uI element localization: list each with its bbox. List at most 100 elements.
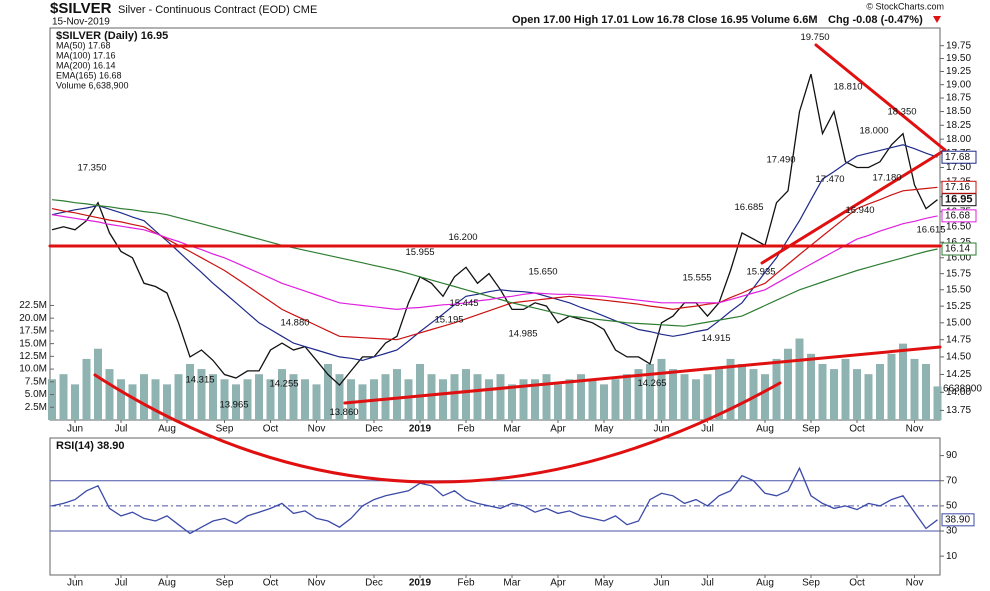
volume-bar bbox=[749, 369, 758, 420]
y2-tick-label: 12.5M bbox=[19, 351, 47, 362]
price-annotation: 17.350 bbox=[77, 163, 106, 174]
last-value-box bbox=[941, 242, 977, 256]
y-tick-label: 19.00 bbox=[946, 79, 971, 90]
x-tick-label: 2019 bbox=[409, 578, 432, 589]
last-value-box bbox=[941, 180, 977, 194]
line-layer bbox=[51, 73, 938, 535]
volume-bar bbox=[715, 369, 723, 420]
y-tick-label: 13.75 bbox=[946, 405, 971, 416]
trend-line bbox=[343, 345, 942, 405]
price-annotation: 15.650 bbox=[528, 267, 557, 278]
volume-bar bbox=[818, 364, 827, 420]
volume-bar bbox=[531, 379, 539, 420]
down-arrow bbox=[933, 16, 941, 23]
volume-bar bbox=[427, 374, 436, 420]
last-value-box bbox=[941, 150, 977, 164]
price-annotation: 15.935 bbox=[746, 266, 775, 277]
volume-bar bbox=[243, 379, 252, 420]
y2-tick-label: 17.5M bbox=[19, 326, 47, 337]
y2-tick-label: 10.0M bbox=[19, 364, 47, 375]
x-tick-label: Aug bbox=[158, 424, 176, 435]
volume-bar bbox=[876, 364, 884, 420]
y-tick-label: 14.00 bbox=[946, 387, 971, 398]
credit: © StockCharts.com bbox=[866, 1, 944, 11]
price-annotation: 17.490 bbox=[766, 155, 795, 166]
volume-bar bbox=[887, 353, 896, 420]
volume-bar bbox=[565, 379, 574, 420]
volume-bar bbox=[588, 379, 597, 420]
subtitle: Silver - Continuous Contract (EOD) CME bbox=[118, 4, 317, 16]
volume-bar bbox=[209, 374, 217, 420]
volume-bar bbox=[784, 348, 792, 420]
volume-bar bbox=[82, 358, 91, 420]
x-tick-label: Oct bbox=[263, 424, 279, 435]
price-annotation: 16.685 bbox=[734, 202, 763, 213]
last-value-box bbox=[941, 209, 977, 223]
legend-entry: MA(50) 17.68 bbox=[56, 40, 111, 50]
text-layer: Jun Jul Aug Sep Oct Nov Dec 2019 Feb Mar Apr May Jun… bbox=[19, 30, 982, 589]
last-value-label: 16.95 bbox=[945, 194, 973, 206]
volume-bar bbox=[899, 343, 907, 420]
price-annotation: 14.985 bbox=[508, 328, 537, 339]
volume-bar bbox=[554, 384, 562, 420]
volume-bar bbox=[393, 369, 401, 420]
title: $SILVER bbox=[50, 0, 112, 17]
volume-bar bbox=[485, 379, 493, 420]
x-tick-label: Jul bbox=[701, 578, 714, 589]
x-tick-label: Oct bbox=[263, 578, 279, 589]
y-tick-label: 15.75 bbox=[946, 268, 971, 279]
volume-bar bbox=[922, 364, 930, 420]
last-value-label: 16.14 bbox=[945, 244, 970, 255]
y-tick-label: 18.25 bbox=[946, 120, 971, 131]
x-tick-label: Jun bbox=[653, 424, 669, 435]
series-line bbox=[51, 466, 938, 535]
price-annotation: 15.445 bbox=[449, 298, 478, 309]
x-tick-label: Dec bbox=[365, 578, 383, 589]
volume-bar bbox=[623, 374, 631, 420]
x-tick-label: Sep bbox=[216, 578, 234, 589]
volume-bar bbox=[140, 374, 148, 420]
y-tick-label: 18.50 bbox=[946, 106, 971, 117]
price-annotation: 14.915 bbox=[701, 333, 730, 344]
trend-line bbox=[760, 148, 947, 265]
volume-bar bbox=[669, 369, 677, 420]
volume-layer bbox=[48, 338, 942, 420]
price-annotation: 14.255 bbox=[269, 379, 298, 390]
volume-bar bbox=[692, 379, 700, 420]
x-tick-label: May bbox=[595, 424, 614, 435]
price-annotation: 18.350 bbox=[887, 106, 916, 117]
y-tick-label: 14.50 bbox=[946, 352, 971, 363]
legend-entry: MA(100) 17.16 bbox=[56, 50, 116, 60]
volume-bar bbox=[220, 379, 229, 420]
volume-bar bbox=[519, 379, 528, 420]
volume-bar bbox=[163, 384, 171, 420]
volume-bar bbox=[577, 374, 585, 420]
x-tick-label: Nov bbox=[906, 578, 924, 589]
legend-entry: Volume 6,638,900 bbox=[56, 80, 129, 90]
volume-last-label: 6638900 bbox=[943, 384, 982, 395]
price-annotation: 14.880 bbox=[280, 317, 309, 328]
trend-arc bbox=[93, 373, 782, 484]
volume-bar bbox=[611, 379, 620, 420]
price-panel bbox=[49, 27, 941, 421]
volume-bar bbox=[381, 374, 390, 420]
y2-tick-label: 7.5M bbox=[25, 376, 47, 387]
x-tick-label: Sep bbox=[216, 424, 234, 435]
legend-entry: $SILVER (Daily) 16.95 bbox=[56, 30, 168, 42]
y-tick-label: 50 bbox=[946, 501, 958, 512]
volume-bar bbox=[128, 384, 137, 420]
x-tick-label: Apr bbox=[550, 424, 566, 435]
price-annotation: 15.555 bbox=[682, 273, 711, 284]
y2-tick-label: 20.0M bbox=[19, 313, 47, 324]
volume-bar bbox=[450, 374, 459, 420]
volume-bar bbox=[726, 358, 735, 420]
volume-bar bbox=[830, 369, 838, 420]
x-tick-label: Mar bbox=[503, 424, 521, 435]
price-annotation: 15.195 bbox=[434, 314, 463, 325]
price-annotation: 13.965 bbox=[219, 399, 248, 410]
volume-bar bbox=[772, 358, 781, 420]
y-tick-label: 16.00 bbox=[946, 252, 971, 263]
series-line bbox=[51, 214, 938, 311]
volume-bar bbox=[59, 374, 68, 420]
